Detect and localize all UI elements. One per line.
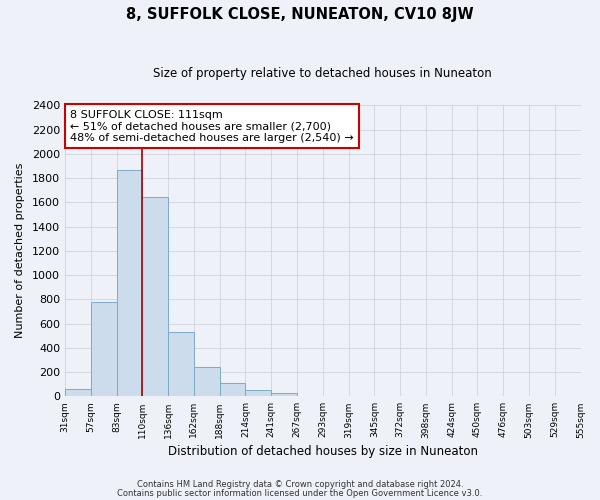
Text: Contains HM Land Registry data © Crown copyright and database right 2024.: Contains HM Land Registry data © Crown c… [137,480,463,489]
X-axis label: Distribution of detached houses by size in Nuneaton: Distribution of detached houses by size … [168,444,478,458]
Text: Contains public sector information licensed under the Open Government Licence v3: Contains public sector information licen… [118,490,482,498]
Bar [142,198,168,396]
Bar [91,302,116,396]
Bar [65,389,91,396]
Text: 8, SUFFOLK CLOSE, NUNEATON, CV10 8JW: 8, SUFFOLK CLOSE, NUNEATON, CV10 8JW [126,8,474,22]
Bar [194,367,220,396]
Bar [271,392,297,396]
Title: Size of property relative to detached houses in Nuneaton: Size of property relative to detached ho… [154,68,492,80]
Text: 8 SUFFOLK CLOSE: 111sqm
← 51% of detached houses are smaller (2,700)
48% of semi: 8 SUFFOLK CLOSE: 111sqm ← 51% of detache… [70,110,354,143]
Bar [245,390,271,396]
Y-axis label: Number of detached properties: Number of detached properties [15,163,25,338]
Bar [116,170,142,396]
Bar [220,383,245,396]
Bar [168,332,194,396]
